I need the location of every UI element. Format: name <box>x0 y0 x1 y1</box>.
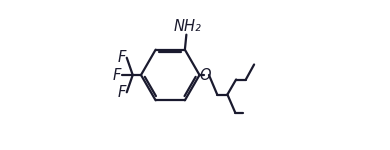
Text: F: F <box>113 68 121 82</box>
Text: O: O <box>199 68 211 82</box>
Text: NH₂: NH₂ <box>173 19 201 34</box>
Text: F: F <box>117 50 126 65</box>
Text: F: F <box>117 85 126 100</box>
